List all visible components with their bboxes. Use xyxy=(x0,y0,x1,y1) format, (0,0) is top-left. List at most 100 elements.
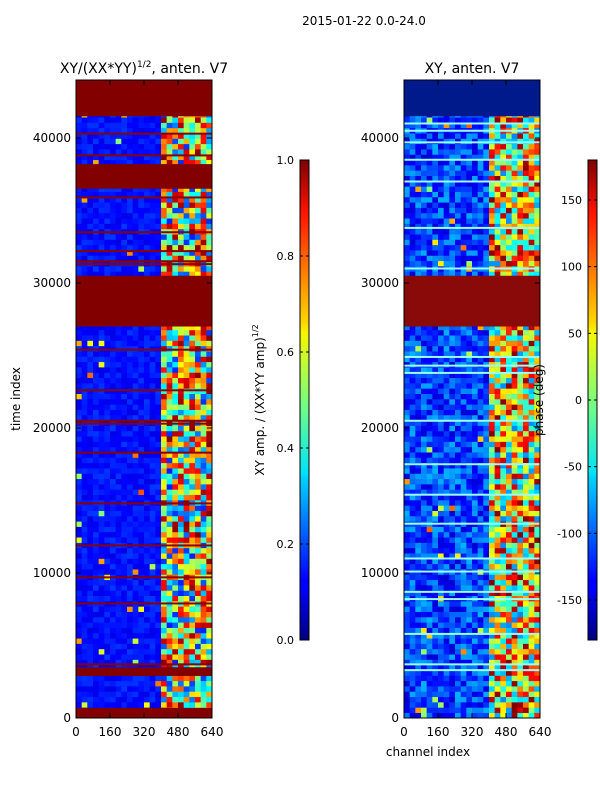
amplitude-heatmap-cell xyxy=(121,159,128,166)
amplitude-heatmap-cell xyxy=(132,515,139,522)
amplitude-heatmap-cell xyxy=(115,223,122,230)
amplitude-heatmap-cell xyxy=(144,143,150,150)
amplitude-heatmap-cell xyxy=(144,468,150,474)
amplitude-heatmap-cell xyxy=(76,616,82,623)
phase-heatmap-cell xyxy=(415,473,422,480)
amplitude-heatmap-cell xyxy=(161,250,167,256)
phase-heatmap-cell xyxy=(528,393,535,400)
phase-heatmap-cell xyxy=(472,707,478,713)
phase-heatmap-cell xyxy=(460,383,467,389)
amplitude-heatmap-cell xyxy=(155,494,162,501)
phase-heatmap-cell xyxy=(477,372,484,379)
phase-heatmap-cell xyxy=(472,388,478,394)
phase-heatmap-cell xyxy=(523,696,529,703)
phase-heatmap-cell xyxy=(517,510,524,517)
phase-heatmap-cell xyxy=(517,531,524,538)
phase-heatmap-cell xyxy=(494,404,501,410)
amplitude-heatmap-cell xyxy=(127,340,133,347)
amplitude-heatmap-cell xyxy=(76,686,82,692)
amplitude-heatmap-cell xyxy=(98,266,105,272)
amplitude-heatmap-cell xyxy=(121,484,128,490)
phase-heatmap-cell xyxy=(443,468,450,474)
amplitude-heatmap-cell xyxy=(189,122,196,129)
phase-heatmap-cell xyxy=(449,351,456,357)
amplitude-heatmap-cell xyxy=(138,143,145,150)
amplitude-heatmap-cell xyxy=(144,117,150,123)
amplitude-heatmap-cell xyxy=(149,478,156,485)
amplitude-heatmap-cell xyxy=(87,478,94,485)
amplitude-heatmap-cell xyxy=(200,186,207,192)
amplitude-heatmap-cell xyxy=(121,462,128,469)
amplitude-heatmap-cell xyxy=(81,457,88,464)
amplitude-heatmap-cell xyxy=(81,473,88,480)
phase-heatmap-cell xyxy=(472,356,478,363)
amplitude-heatmap-cell xyxy=(195,345,201,352)
amplitude-heatmap-cell xyxy=(87,383,94,389)
phase-heatmap-cell xyxy=(415,468,422,474)
phase-heatmap-cell xyxy=(494,409,501,416)
phase-heatmap-cell xyxy=(438,691,444,698)
amplitude-heatmap-cell xyxy=(149,595,156,602)
amplitude-heatmap-cell xyxy=(178,335,184,341)
amplitude-heatmap-cell xyxy=(138,122,145,129)
phase-heatmap-cell xyxy=(443,712,450,718)
phase-heatmap-cell xyxy=(511,457,518,464)
phase-heatmap-cell xyxy=(511,446,518,453)
amplitude-heatmap-cell xyxy=(81,515,88,522)
amplitude-heatmap-cell xyxy=(206,484,212,490)
phase-heatmap-cell xyxy=(517,500,524,506)
amplitude-heatmap-cell xyxy=(178,340,184,347)
phase-heatmap-cell xyxy=(455,340,461,347)
amplitude-heatmap-cell xyxy=(195,648,201,655)
amplitude-heatmap-cell xyxy=(98,436,105,442)
phase-heatmap-cell xyxy=(483,601,490,607)
phase-heatmap-cell xyxy=(432,707,439,713)
phase-heatmap-cell xyxy=(528,462,535,469)
phase-heatmap-cell xyxy=(443,446,450,453)
amplitude-heatmap-cell xyxy=(115,202,122,208)
phase-heatmap-cell xyxy=(443,430,450,437)
amplitude-heatmap-cell xyxy=(98,675,105,682)
phase-heatmap-cell xyxy=(432,452,439,458)
amplitude-heatmap-cell xyxy=(149,627,156,634)
amplitude-heatmap-cell xyxy=(195,377,201,384)
amplitude-colorbar-tick-label: 0.4 xyxy=(277,442,295,455)
amplitude-heatmap-cell xyxy=(200,250,207,256)
phase-heatmap-cell xyxy=(523,707,529,713)
amplitude-heatmap-cell xyxy=(149,526,156,533)
phase-heatmap-cell xyxy=(415,478,422,485)
amplitude-heatmap-cell xyxy=(195,505,201,511)
phase-heatmap-cell xyxy=(460,563,467,570)
phase-heatmap-cell xyxy=(415,531,422,538)
amplitude-heatmap-cell xyxy=(183,553,190,559)
phase-heatmap-cell xyxy=(472,494,478,501)
phase-heatmap-cell xyxy=(477,468,484,474)
phase-heatmap-cell xyxy=(477,377,484,384)
phase-heatmap-cell xyxy=(472,462,478,469)
phase-heatmap-cell xyxy=(466,457,473,464)
amplitude-heatmap-cell xyxy=(115,441,122,448)
amplitude-heatmap-cell xyxy=(115,622,122,628)
amplitude-heatmap-cell xyxy=(121,149,128,155)
amplitude-heatmap-cell xyxy=(166,409,173,416)
amplitude-heatmap-cell xyxy=(81,409,88,416)
phase-heatmap-cell xyxy=(511,462,518,469)
amplitude-heatmap-cell xyxy=(115,462,122,469)
amplitude-heatmap-cell xyxy=(161,654,167,660)
phase-heatmap-cell xyxy=(517,515,524,522)
phase-heatmap-cell xyxy=(460,329,467,336)
phase-heatmap-cell xyxy=(483,393,490,400)
phase-heatmap-cell xyxy=(523,510,529,517)
phase-heatmap-cell xyxy=(534,420,540,426)
amplitude-heatmap-cell xyxy=(206,606,212,612)
phase-heatmap-cell xyxy=(466,388,473,394)
phase-heatmap-cell xyxy=(472,585,478,591)
amplitude-heatmap-cell xyxy=(149,218,156,224)
amplitude-heatmap-cell xyxy=(206,531,212,538)
phase-heatmap-cell xyxy=(438,654,444,660)
amplitude-heatmap-cell xyxy=(127,462,133,469)
amplitude-heatmap-cell xyxy=(161,159,167,166)
amplitude-heatmap-cell xyxy=(138,324,145,331)
amplitude-heatmap-cell xyxy=(138,446,145,453)
amplitude-heatmap-cell xyxy=(110,133,116,139)
